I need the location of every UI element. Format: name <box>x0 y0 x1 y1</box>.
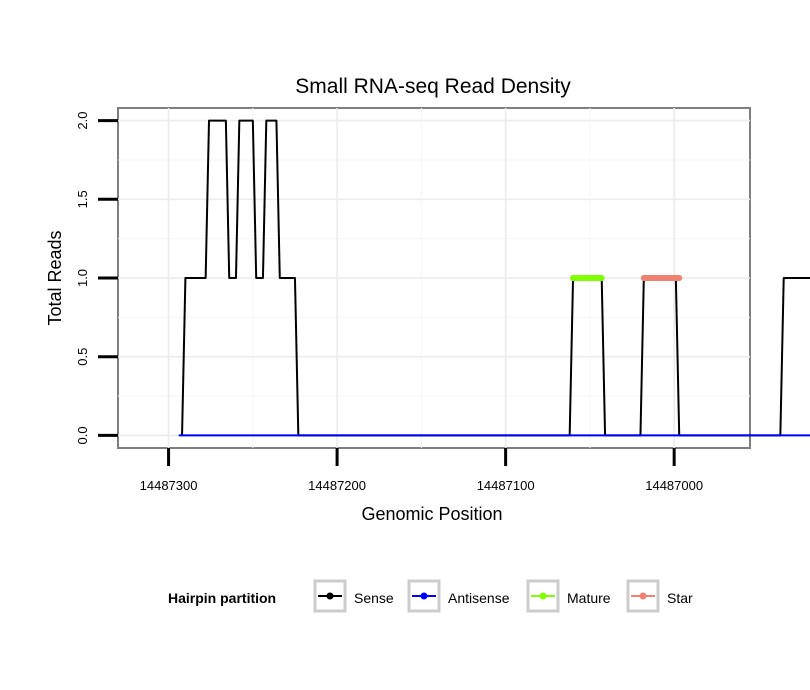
legend-key-point <box>639 592 647 600</box>
x-tick-label: 14487200 <box>308 478 366 493</box>
y-tick-label: 1.5 <box>75 190 90 208</box>
legend-key-point <box>539 592 547 600</box>
legend-label: Antisense <box>448 590 510 606</box>
legend-item-sense: Sense <box>313 579 394 613</box>
legend-label: Mature <box>567 590 611 606</box>
series-layer <box>178 119 810 437</box>
y-tick-label: 0.0 <box>75 426 90 444</box>
x-tick-label: 14487000 <box>645 478 703 493</box>
legend-title: Hairpin partition <box>168 590 276 606</box>
y-tick-label: 1.0 <box>75 269 90 287</box>
y-tick-label: 2.0 <box>75 112 90 130</box>
x-tick-label: 14487300 <box>140 478 198 493</box>
legend-key-point <box>326 592 334 600</box>
legend-item-antisense: Antisense <box>407 579 510 613</box>
x-axis: 14487300 14487200 14487100 14487000 <box>140 448 703 493</box>
chart-title: Small RNA-seq Read Density <box>295 75 571 98</box>
legend: Hairpin partition Sense Antisense Mature St… <box>168 579 693 613</box>
y-axis-title: Total Reads <box>45 230 65 325</box>
legend-label: Star <box>667 590 693 606</box>
legend-key-point <box>420 592 428 600</box>
y-tick-label: 0.5 <box>75 348 90 366</box>
x-axis-title: Genomic Position <box>361 504 502 524</box>
y-axis: 0.0 0.5 1.0 1.5 2.0 <box>75 112 118 444</box>
legend-label: Sense <box>354 590 394 606</box>
legend-item-star: Star <box>626 579 693 613</box>
legend-item-mature: Mature <box>526 579 611 613</box>
x-tick-label: 14487100 <box>477 478 535 493</box>
